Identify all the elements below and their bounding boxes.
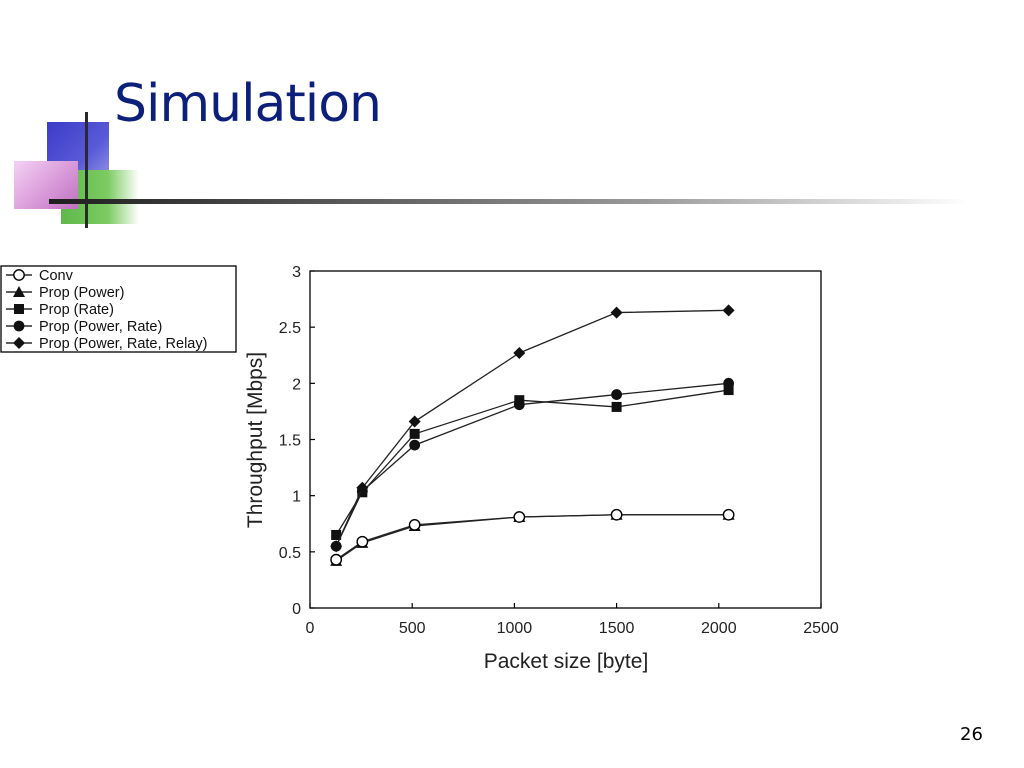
data-point — [356, 535, 369, 548]
page-number: 26 — [960, 724, 983, 745]
legend-label: Prop (Rate) — [39, 302, 114, 318]
series-line — [335, 309, 729, 547]
data-point — [331, 529, 342, 540]
decor-vertical-line — [85, 112, 88, 228]
y-tick-label: 1 — [292, 489, 301, 506]
x-tick-label: 1500 — [599, 620, 635, 637]
series-line — [335, 382, 729, 547]
plot-frame — [309, 270, 822, 609]
data-point — [409, 428, 420, 439]
legend-box — [0, 265, 237, 353]
legend-marker — [13, 320, 25, 332]
data-point — [408, 415, 421, 428]
data-point — [610, 508, 623, 521]
legend-label: Conv — [39, 268, 74, 284]
data-point — [330, 553, 343, 566]
series-prop-power-rate — [330, 377, 735, 552]
series-prop-power-rate-relay — [330, 304, 735, 553]
data-point — [723, 377, 735, 389]
series-line — [335, 514, 729, 562]
legend-marker — [13, 286, 25, 297]
series-conv — [330, 508, 735, 566]
data-point — [611, 389, 622, 400]
y-tick-label: 2 — [292, 376, 301, 393]
legend-marker — [13, 269, 25, 281]
data-point — [722, 304, 735, 317]
x-tick-label: 2500 — [803, 620, 839, 637]
data-point — [722, 508, 735, 521]
slide-title: Simulation — [114, 74, 382, 134]
x-tick-label: 1000 — [497, 620, 533, 637]
data-point — [611, 401, 622, 412]
x-tick-label: 500 — [399, 620, 426, 637]
series-line — [335, 514, 729, 561]
y-tick-label: 3 — [292, 264, 301, 281]
data-point — [409, 439, 421, 451]
x-tick-label: 2000 — [701, 620, 737, 637]
legend-item: Conv — [6, 268, 74, 284]
legend-marker — [13, 337, 25, 349]
legend-marker — [14, 304, 24, 314]
axis-ticks: 0 500 1000 1500 2000 2500 0 0.5 1 1.5 2 2.5 3 — [279, 264, 839, 637]
y-tick-label: 0 — [292, 601, 301, 618]
legend-label: Prop (Power, Rate, Relay) — [39, 336, 207, 352]
y-tick-label: 2.5 — [279, 320, 301, 337]
data-point — [356, 481, 369, 494]
x-axis-label: Packet size [byte] — [484, 650, 649, 673]
y-tick-label: 1.5 — [279, 433, 301, 450]
data-point — [610, 306, 623, 319]
data-point — [513, 511, 526, 523]
y-axis-label: Throughput [Mbps] — [244, 352, 267, 528]
series-layer — [330, 304, 735, 566]
data-point — [723, 385, 734, 396]
data-point — [408, 518, 421, 531]
data-point — [330, 540, 343, 553]
legend-item: Prop (Rate) — [6, 302, 114, 318]
legend-item: Prop (Power, Rate, Relay) — [6, 336, 207, 352]
data-point — [513, 399, 525, 411]
legend-label: Prop (Power, Rate) — [39, 319, 162, 335]
legend-label: Prop (Power) — [39, 285, 124, 301]
y-tick-label: 0.5 — [279, 545, 301, 562]
x-tick-label: 0 — [306, 620, 315, 637]
data-point — [513, 347, 526, 360]
title-underline — [49, 199, 969, 204]
legend-item: Prop (Power) — [6, 285, 124, 301]
legend-item: Prop (Power, Rate) — [6, 319, 162, 335]
